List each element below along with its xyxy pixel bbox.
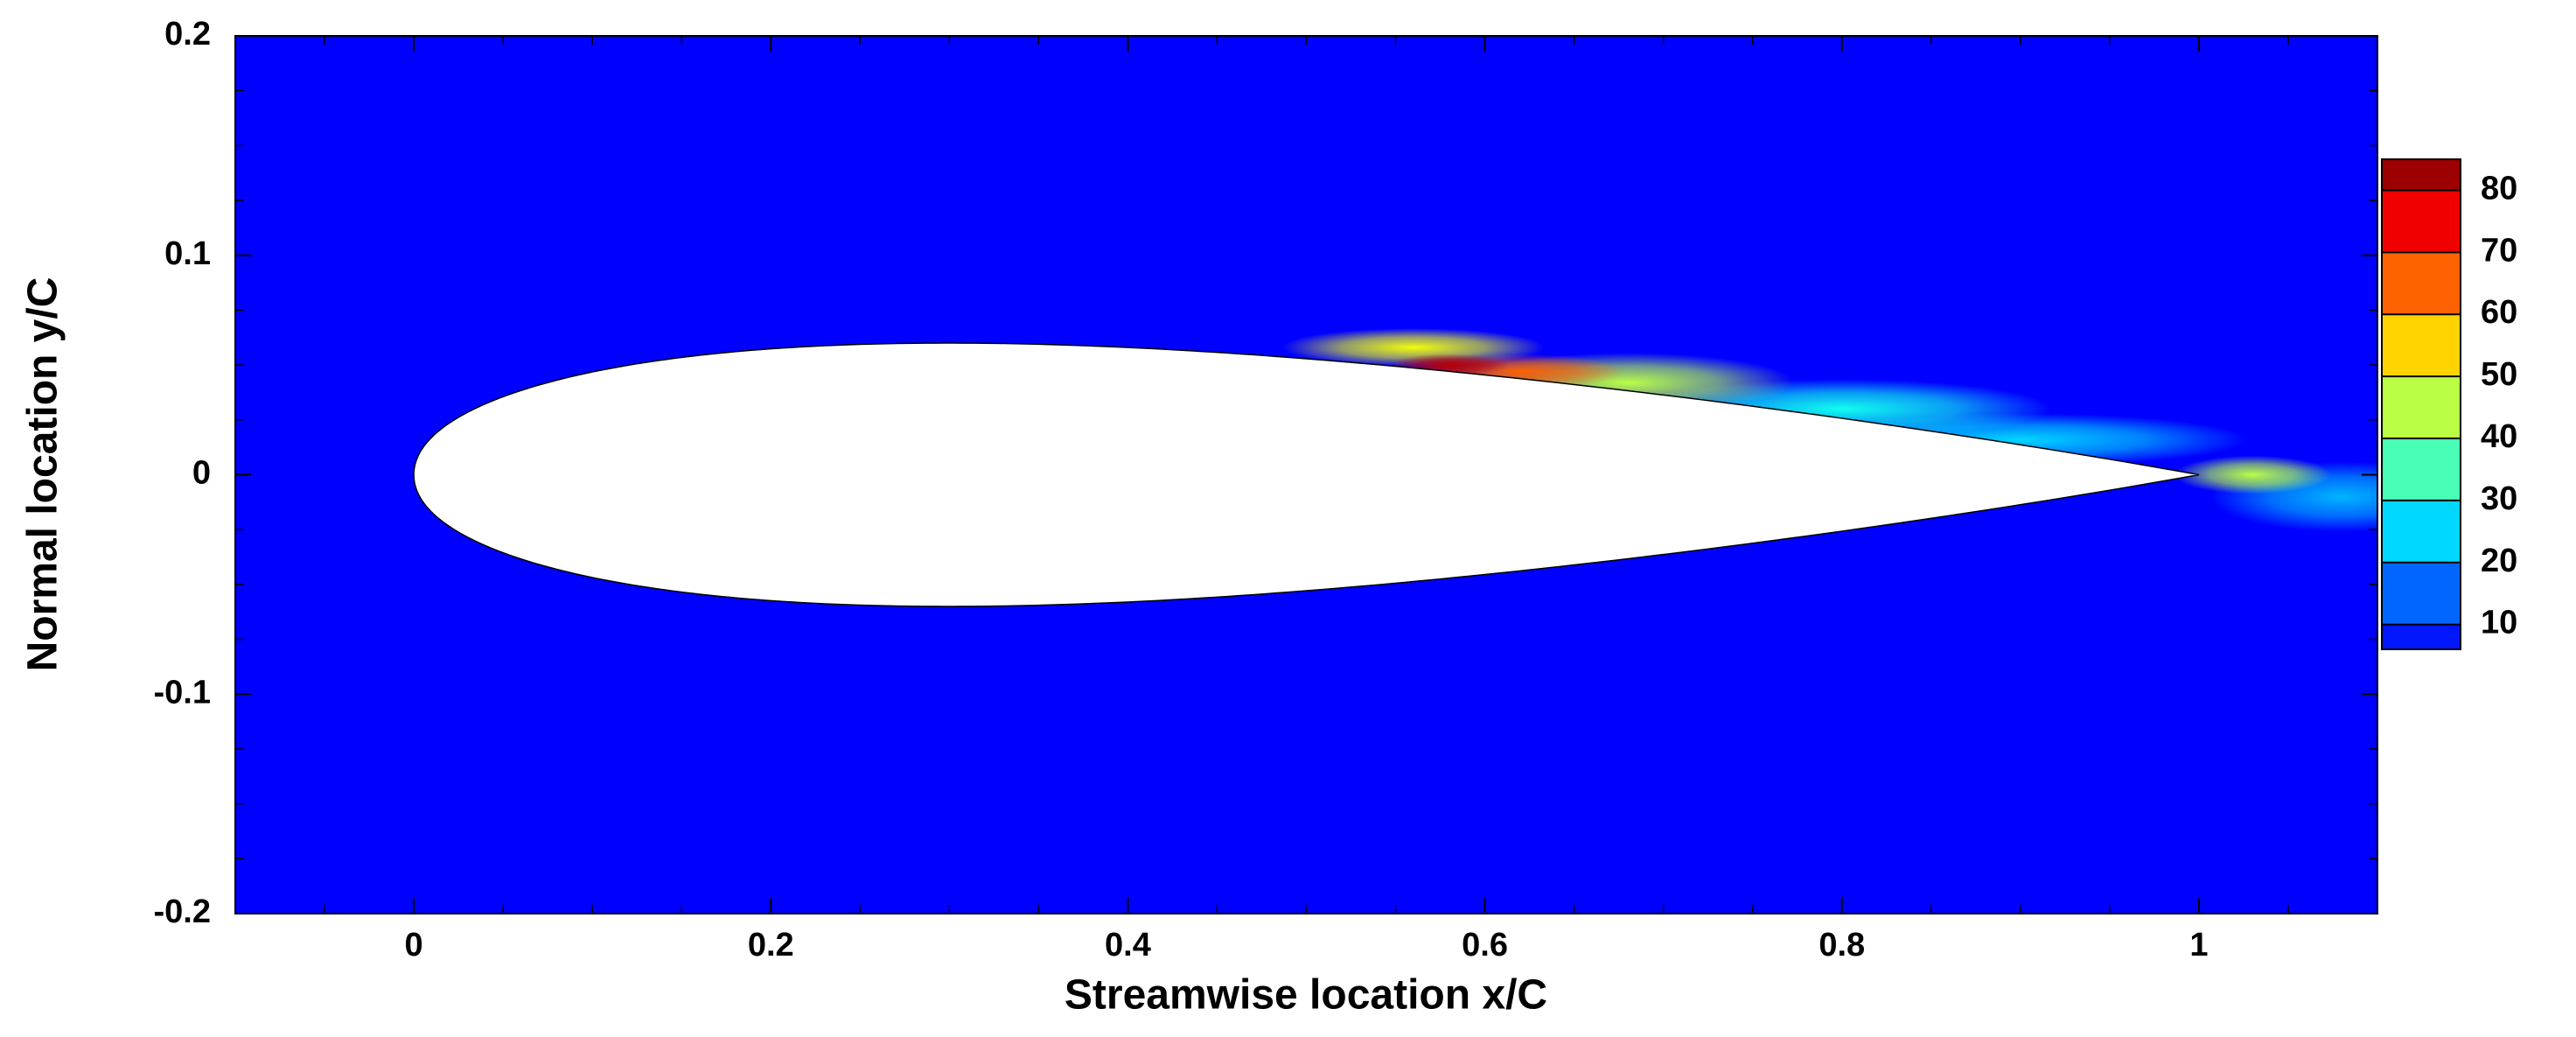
x-axis-title: Streamwise location x/C	[1065, 972, 1547, 1019]
x-tick-label: 0.8	[1819, 927, 1865, 963]
colorbar-tick-label: 10	[2481, 605, 2517, 641]
colorbar-tick-label: 20	[2481, 543, 2517, 579]
x-tick-label: 0.6	[1462, 927, 1508, 963]
colorbar-frame	[2381, 158, 2461, 650]
x-tick-label: 0.2	[748, 927, 794, 963]
colorbar-tick-label: 40	[2481, 418, 2517, 455]
colorbar-band	[2382, 252, 2461, 315]
colorbar-tick-label: 50	[2481, 356, 2517, 393]
y-tick-label: -0.2	[154, 893, 211, 930]
colorbar-band	[2382, 159, 2461, 191]
colorbar-band	[2382, 376, 2461, 438]
colorbar-band	[2382, 624, 2461, 649]
colorbar-tick-label: 70	[2481, 232, 2517, 269]
colorbar-band	[2382, 562, 2461, 625]
colorbar-tick-label: 60	[2481, 294, 2517, 331]
y-tick-label: 0.2	[164, 16, 211, 53]
field	[235, 36, 2377, 914]
hotspot	[2174, 455, 2332, 494]
airfoil	[413, 342, 2200, 607]
colorbar-band	[2382, 190, 2461, 253]
x-tick-label: 0	[405, 927, 423, 963]
colorbar-tick-label: 30	[2481, 480, 2517, 517]
y-axis-title: Normal location y/C	[20, 277, 66, 672]
colorbar-band	[2382, 500, 2461, 563]
x-tick-label: 0.4	[1105, 927, 1151, 963]
y-tick-label: -0.1	[154, 674, 211, 711]
y-tick-label: 0	[192, 455, 211, 492]
x-tick-label: 1	[2189, 927, 2208, 963]
colorbar-band	[2382, 438, 2461, 501]
colorbar-band	[2382, 314, 2461, 377]
colorbar-tick-label: 80	[2481, 170, 2517, 207]
y-tick-label: 0.1	[164, 235, 211, 272]
